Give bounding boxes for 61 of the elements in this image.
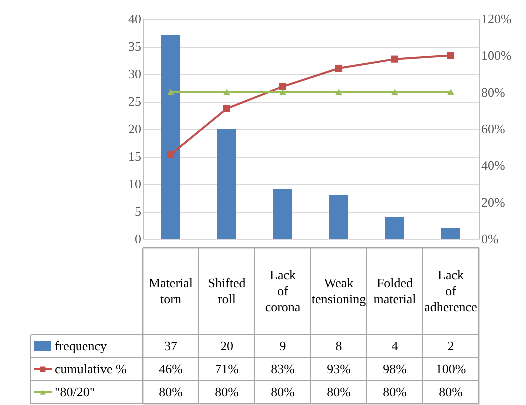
point <box>223 89 231 96</box>
y2-tick-label: 100% <box>482 48 512 64</box>
data-label: 20 <box>220 338 234 354</box>
data-label: 80% <box>439 384 464 400</box>
point <box>391 56 399 63</box>
y-tick-label: 35 <box>128 39 142 54</box>
data-label: 100% <box>436 362 466 376</box>
bar <box>329 195 349 239</box>
data-label: 98% <box>383 362 408 376</box>
point <box>167 89 175 96</box>
y-tick-label: 25 <box>128 94 142 109</box>
data-label: 9 <box>280 338 286 354</box>
y2-tick-label: 80% <box>482 84 506 100</box>
x-tick-label: Lack of adherence <box>424 268 478 314</box>
data-label: 2 <box>448 338 454 354</box>
data-label: 71% <box>215 362 240 376</box>
bar <box>217 129 237 239</box>
data-label: 80% <box>159 384 184 400</box>
data-label: 8 <box>336 338 342 354</box>
data-label: 4 <box>392 338 399 354</box>
legend-label: "80/20" <box>55 384 96 400</box>
y-tick-label: 20 <box>128 122 142 136</box>
y2-tick-label: 120% <box>482 12 512 26</box>
x-tick-label: Weak tensioning <box>312 276 367 306</box>
point <box>391 89 399 96</box>
legend-label: frequency <box>55 338 108 354</box>
bar <box>161 36 181 239</box>
point <box>223 105 231 112</box>
data-label: 46% <box>159 362 184 376</box>
data-label: 80% <box>215 384 240 400</box>
x-tick-label: Lack of corona <box>265 268 301 314</box>
y-tick-label: 30 <box>128 66 142 82</box>
point <box>447 52 455 60</box>
y-tick-label: 0 <box>135 232 142 246</box>
y2-tick-label: 0% <box>482 232 499 246</box>
y2-tick-label: 20% <box>482 194 506 210</box>
bar <box>385 217 405 239</box>
legend-label: cumulative % <box>55 362 128 376</box>
point <box>335 64 343 72</box>
point <box>279 89 287 96</box>
data-label: 80% <box>327 384 352 400</box>
y2-tick-label: 40% <box>482 158 506 174</box>
y-tick-label: 10 <box>128 176 142 192</box>
data-label: 80% <box>271 384 296 400</box>
data-label: 93% <box>327 362 352 376</box>
y-tick-label: 40 <box>128 12 142 26</box>
y-tick-label: 5 <box>135 204 142 219</box>
data-label: 83% <box>271 362 296 376</box>
point <box>167 151 175 158</box>
x-tick-label: Material torn <box>148 276 194 306</box>
data-label: 80% <box>383 384 408 400</box>
y-tick-label: 15 <box>128 149 142 164</box>
point <box>335 89 343 96</box>
data-label: 37 <box>164 338 178 354</box>
point <box>279 83 287 90</box>
y2-tick-label: 60% <box>482 122 506 136</box>
bar <box>273 190 293 239</box>
bar <box>441 228 461 239</box>
x-tick-label: Shifted roll <box>208 276 246 306</box>
x-tick-label: Folded material <box>374 276 417 306</box>
point <box>447 89 455 96</box>
